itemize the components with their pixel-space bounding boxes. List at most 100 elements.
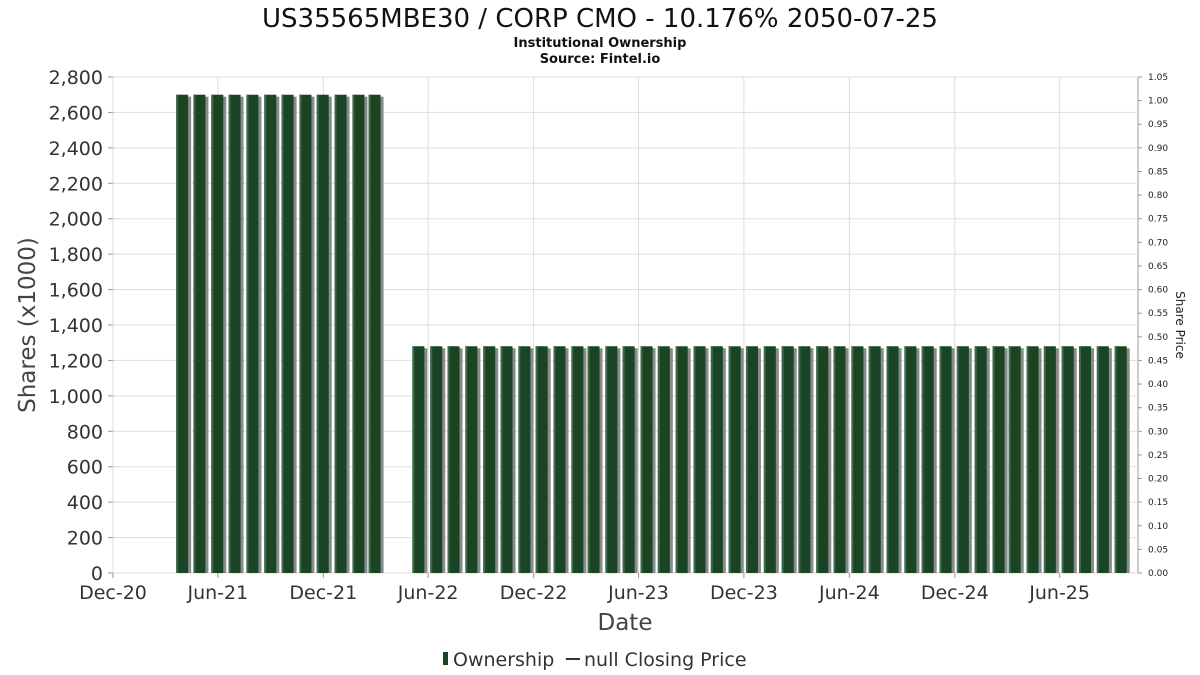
bar-highlight <box>334 94 337 573</box>
ownership-bar <box>693 346 706 573</box>
ownership-bar <box>553 346 566 573</box>
ownership-bar <box>816 346 829 573</box>
bar-highlight <box>781 346 784 573</box>
bar-highlight <box>412 346 415 573</box>
bar-highlight <box>798 346 801 573</box>
y2-tick-label: 0.65 <box>1148 262 1168 272</box>
x-tick-label: Dec-23 <box>710 582 778 604</box>
ownership-bar <box>334 94 347 573</box>
x-tick-label: Jun-24 <box>818 582 880 604</box>
ownership-bar <box>798 346 811 573</box>
chart-source: Source: Fintel.io <box>540 52 661 67</box>
y-tick-label: 400 <box>67 492 103 514</box>
bar-highlight <box>483 346 486 573</box>
bar-highlight <box>352 94 355 573</box>
ownership-bar <box>1096 346 1109 573</box>
ownership-bar <box>605 346 618 573</box>
bar-highlight <box>299 94 302 573</box>
ownership-bar <box>281 94 294 573</box>
bar-highlight <box>728 346 731 573</box>
ownership-bar <box>1026 346 1039 573</box>
y-tick-label: 1,600 <box>49 280 103 302</box>
bar-highlight <box>833 346 836 573</box>
y2-tick-label: 0.00 <box>1148 569 1168 579</box>
y2-tick-label: 1.00 <box>1148 97 1168 107</box>
x-tick-label: Dec-21 <box>289 582 357 604</box>
chart-title: US35565MBE30 / CORP CMO - 10.176% 2050-0… <box>262 4 938 34</box>
legend: Ownership null Closing Price <box>443 649 747 671</box>
ownership-bars <box>176 94 1130 573</box>
bar-highlight <box>316 94 319 573</box>
x-tick-label: Jun-21 <box>186 582 248 604</box>
bar-highlight <box>816 346 819 573</box>
bar-highlight <box>518 346 521 573</box>
y-tick-label: 1,400 <box>49 315 103 337</box>
ownership-bar <box>657 346 670 573</box>
bar-highlight <box>710 346 713 573</box>
y2-tick-label: 0.40 <box>1148 380 1168 390</box>
x-axis: Dec-20 Jun-21 Dec-21 Jun-22 Dec-22 Jun-23 Dec-… <box>79 573 1090 604</box>
ownership-bar <box>447 346 460 573</box>
bar-highlight <box>553 346 556 573</box>
bar-highlight <box>211 94 214 573</box>
ownership-bar <box>368 94 381 573</box>
ownership-bar <box>939 346 952 573</box>
bar-highlight <box>571 346 574 573</box>
ownership-bar <box>500 346 513 573</box>
bar-highlight <box>246 94 249 573</box>
ownership-bar <box>587 346 600 573</box>
ownership-bar <box>316 94 329 573</box>
x-tick-label: Dec-24 <box>921 582 989 604</box>
y2-tick-label: 0.50 <box>1148 333 1168 343</box>
y2-tick-label: 0.70 <box>1148 238 1168 248</box>
ownership-bar <box>1008 346 1021 573</box>
bar-highlight <box>1061 346 1064 573</box>
ownership-bar <box>745 346 758 573</box>
bar-highlight <box>535 346 538 573</box>
bar-highlight <box>1114 346 1117 573</box>
y2-tick-label: 0.10 <box>1148 522 1168 532</box>
bar-highlight <box>921 346 924 573</box>
y-tick-label: 2,400 <box>49 138 103 160</box>
bar-highlight <box>868 346 871 573</box>
y-tick-label: 2,000 <box>49 209 103 231</box>
bar-highlight <box>904 346 907 573</box>
ownership-bar <box>1078 346 1091 573</box>
y-tick-label: 200 <box>67 528 103 550</box>
ownership-bar <box>851 346 864 573</box>
bar-highlight <box>992 346 995 573</box>
y-tick-label: 2,200 <box>49 173 103 195</box>
ownership-bar <box>571 346 584 573</box>
bar-highlight <box>447 346 450 573</box>
legend-ownership-label: Ownership <box>453 649 554 671</box>
ownership-bar <box>868 346 881 573</box>
ownership-bar <box>904 346 917 573</box>
y2-tick-label: 0.80 <box>1148 191 1168 201</box>
ownership-bar <box>412 346 425 573</box>
ownership-bar <box>956 346 969 573</box>
y2-tick-label: 0.90 <box>1148 144 1168 154</box>
ownership-bar <box>352 94 365 573</box>
bar-highlight <box>281 94 284 573</box>
bar-highlight <box>851 346 854 573</box>
ownership-bar <box>728 346 741 573</box>
ownership-bar <box>781 346 794 573</box>
ownership-bar <box>1061 346 1074 573</box>
ownership-bar <box>246 94 259 573</box>
y-tick-label: 1,800 <box>49 244 103 266</box>
bar-highlight <box>368 94 371 573</box>
ownership-bar <box>518 346 531 573</box>
ownership-bar <box>483 346 496 573</box>
x-tick-label: Jun-23 <box>607 582 669 604</box>
bar-highlight <box>430 346 433 573</box>
secondary-y-axis-label: Share Price <box>1173 291 1187 359</box>
bar-highlight <box>640 346 643 573</box>
bar-highlight <box>956 346 959 573</box>
bar-highlight <box>465 346 468 573</box>
bar-highlight <box>605 346 608 573</box>
y2-tick-label: 0.20 <box>1148 475 1168 485</box>
secondary-y-axis: 0.00 0.05 0.10 0.15 0.20 0.25 0.30 0.35 0.40 0.45… <box>1138 73 1168 579</box>
y2-tick-label: 0.60 <box>1148 286 1168 296</box>
legend-ownership-swatch <box>443 652 448 665</box>
